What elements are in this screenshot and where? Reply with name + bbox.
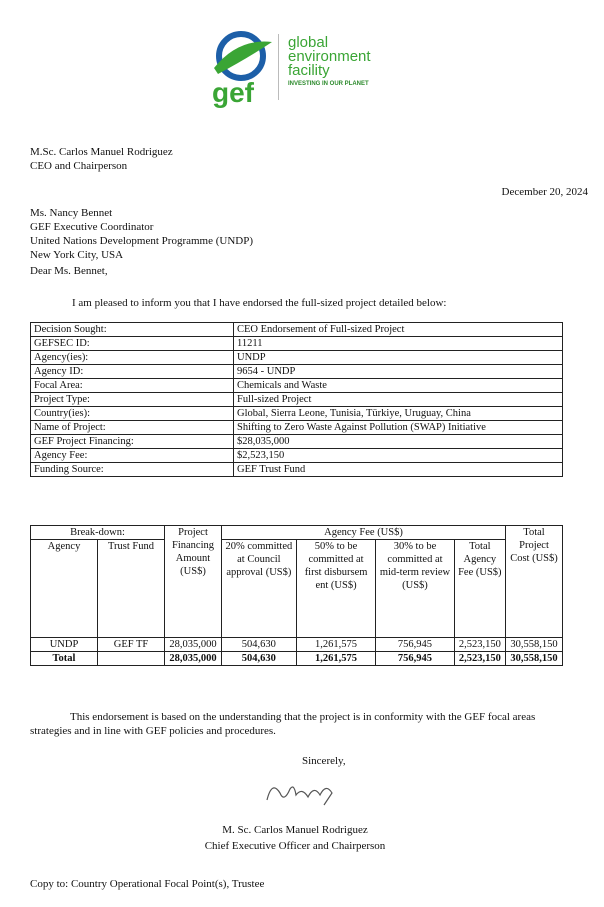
breakdown-row: UNDP GEF TF 28,035,000 504,630 1,261,575 756,… [30,637,563,652]
detail-label: GEF Project Financing: [30,434,234,449]
closing: Sincerely, [302,755,346,767]
detail-row: Decision Sought: CEO Endorsement of Full-… [30,322,563,337]
breakdown-cell: 756,945 [375,637,455,652]
header-20pct: 20% committed at Council approval (US$) [221,539,297,638]
breakdown-cell: 30,558,150 [505,651,563,666]
breakdown-cell: 504,630 [221,637,297,652]
detail-value: 9654 - UNDP [233,364,563,379]
detail-label: Name of Project: [30,420,234,435]
logo-line2: environment [288,48,371,65]
detail-row: Focal Area: Chemicals and Waste [30,378,563,393]
header-financing: Project Financing Amount (US$) [164,525,222,638]
detail-value: CEO Endorsement of Full-sized Project [233,322,563,337]
copy-to: Copy to: Country Operational Focal Point… [30,878,265,890]
breakdown-row: Total 28,035,000 504,630 1,261,575 756,945 2,… [30,651,563,666]
sender-title: CEO and Chairperson [30,160,128,172]
svg-text:gef: gef [212,77,255,108]
detail-value: $28,035,000 [233,434,563,449]
breakdown-cell: 28,035,000 [164,637,222,652]
project-details-table: Decision Sought: CEO Endorsement of Full-… [30,322,563,477]
detail-label: Decision Sought: [30,322,234,337]
breakdown-cell: 504,630 [221,651,297,666]
detail-value: $2,523,150 [233,448,563,463]
detail-value: 11211 [233,336,563,351]
header-total-fee: Total Agency Fee (US$) [453,539,507,638]
detail-row: Name of Project: Shifting to Zero Waste A… [30,420,563,435]
recipient-line: GEF Executive Coordinator [30,221,154,233]
recipient-line: United Nations Development Programme (UN… [30,235,254,247]
detail-value: UNDP [233,350,563,365]
detail-row: Project Type: Full-sized Project [30,392,563,407]
header-agency-fee: Agency Fee (US$) [221,525,506,540]
detail-value: Full-sized Project [233,392,563,407]
detail-label: Funding Source: [30,462,234,477]
detail-row: Country(ies): Global, Sierra Leone, Tunis… [30,406,563,421]
detail-label: Agency ID: [30,364,234,379]
breakdown-cell: UNDP [30,637,98,652]
detail-label: Focal Area: [30,378,234,393]
breakdown-cell: 2,523,150 [453,651,507,666]
logo-divider [278,34,279,100]
breakdown-cell: 1,261,575 [295,637,377,652]
detail-label: Country(ies): [30,406,234,421]
detail-row: GEFSEC ID: 11211 [30,336,563,351]
detail-row: GEF Project Financing: $28,035,000 [30,434,563,449]
recipient-line: Ms. Nancy Bennet [30,207,113,219]
sender-name: M.Sc. Carlos Manuel Rodriguez [30,146,173,158]
detail-label: Agency Fee: [30,448,234,463]
financing-breakdown-table: Break-down: Project Financing Amount (US… [30,525,563,666]
header-total-cost: Total Project Cost (US$) [505,525,563,638]
signature-image [266,786,333,806]
gef-logo: gef global environment facility INVESTIN… [208,28,398,108]
detail-label: Project Type: [30,392,234,407]
detail-value: GEF Trust Fund [233,462,563,477]
header-30pct: 30% to be committed at mid-term review (… [375,539,455,638]
breakdown-cell: 1,261,575 [295,651,377,666]
logo-line1: global [288,34,329,51]
signer-title: Chief Executive Officer and Chairperson [204,840,386,852]
intro-text: I am pleased to inform you that I have e… [72,297,447,309]
header-agency: Agency [30,539,98,638]
letter-date: December 20, 2024 [501,186,588,198]
breakdown-cell: 28,035,000 [164,651,222,666]
breakdown-cell: 2,523,150 [453,637,507,652]
detail-value: Global, Sierra Leone, Tunisia, Türkiye, … [233,406,563,421]
detail-row: Funding Source: GEF Trust Fund [30,462,563,477]
recipient-line: New York City, USA [30,249,124,261]
header-50pct: 50% to be committed at first disbursem e… [295,539,377,638]
salutation: Dear Ms. Bennet, [30,265,108,277]
conclusion-text: This endorsement is based on the underst… [30,711,536,737]
detail-row: Agency Fee: $2,523,150 [30,448,563,463]
detail-value: Chemicals and Waste [233,378,563,393]
logo-line3: facility [288,62,330,79]
detail-label: Agency(ies): [30,350,234,365]
breakdown-cell: GEF TF [97,637,165,652]
detail-row: Agency ID: 9654 - UNDP [30,364,563,379]
gef-globe-icon: gef [212,31,272,108]
recipient-block: Ms. Nancy Bennet GEF Executive Coordinat… [30,206,253,262]
signer-name: M. Sc. Carlos Manuel Rodriguez [222,824,368,836]
breakdown-cell: Total [30,651,98,666]
logo-tagline: INVESTING IN OUR PLANET [288,81,369,87]
breakdown-cell [97,651,165,666]
header-trust-fund: Trust Fund [97,539,165,638]
detail-row: Agency(ies): UNDP [30,350,563,365]
detail-value: Shifting to Zero Waste Against Pollution… [233,420,563,435]
breakdown-cell: 756,945 [375,651,455,666]
header-breakdown: Break-down: [30,525,165,540]
breakdown-cell: 30,558,150 [505,637,563,652]
detail-label: GEFSEC ID: [30,336,234,351]
